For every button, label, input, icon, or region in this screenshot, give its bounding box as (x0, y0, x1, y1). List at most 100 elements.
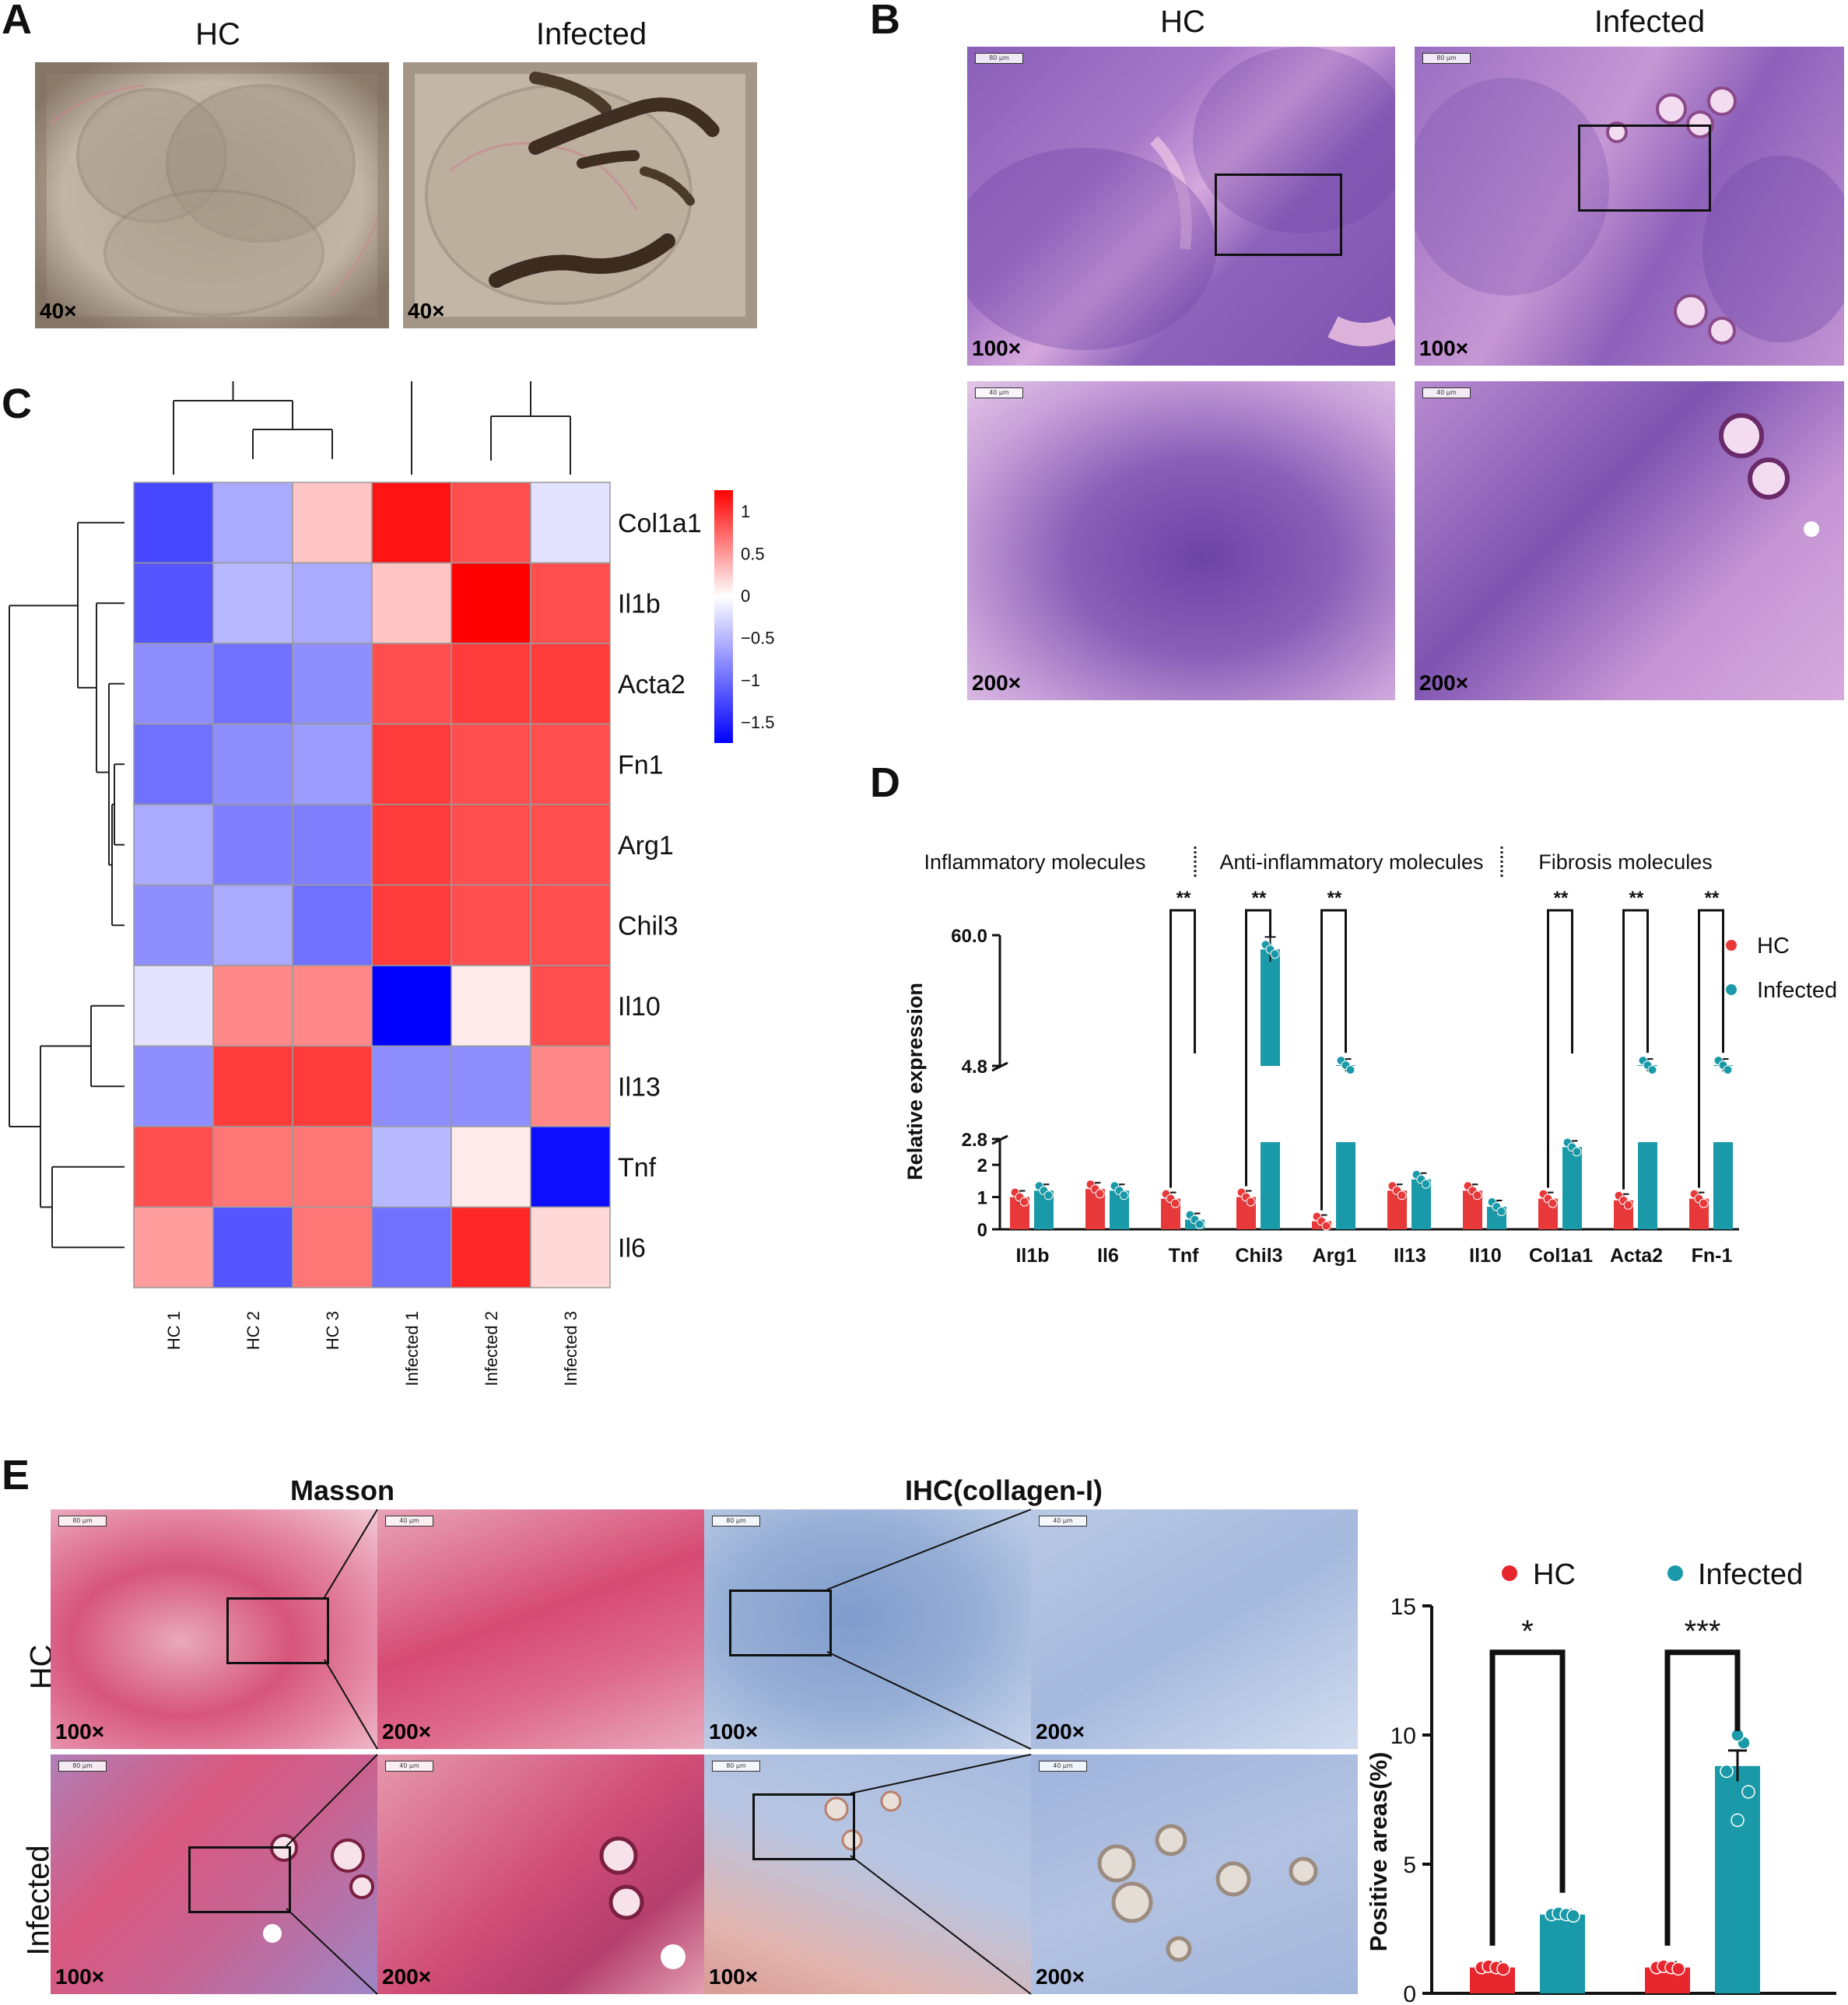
heatmap-column-label: Infected 3 (561, 1311, 580, 1386)
bar-infected (1261, 1142, 1280, 1229)
magnification-label: 100× (55, 1719, 105, 1744)
magnification-label: 40× (408, 299, 445, 323)
heatmap-cell (133, 1045, 214, 1127)
data-point (1019, 1197, 1029, 1207)
data-point (1246, 1197, 1256, 1207)
heatmap-column-label: HC 3 (323, 1311, 342, 1350)
heatmap-cell (451, 723, 531, 805)
y-tick-label: 2.8 (962, 1130, 987, 1151)
zoom-region-box (1578, 124, 1711, 212)
data-point (1720, 1764, 1734, 1779)
heatmap-cell (530, 643, 611, 725)
data-point (1548, 1198, 1558, 1208)
heatmap-cell (292, 1045, 373, 1127)
data-point (1731, 1813, 1745, 1828)
micrograph-a-hc-drawing (35, 62, 389, 328)
significance-label: ** (1252, 888, 1267, 909)
heatmap-cell (133, 482, 214, 564)
x-tick-label: Il6 (1097, 1245, 1119, 1267)
data-point (1566, 1909, 1580, 1923)
heatmap-cell (292, 1206, 373, 1288)
micrograph-b-hc-100x-texture (967, 47, 1395, 350)
heatmap-cell (451, 562, 531, 644)
data-point (1496, 1961, 1510, 1976)
heatmap-cell (371, 482, 452, 564)
magnification-label: 200× (972, 671, 1022, 695)
data-point (1170, 1198, 1180, 1208)
y-tick-label: 1 (977, 1188, 987, 1209)
significance-bracket (1489, 1649, 1566, 1946)
micrograph-b-hc-200x: 40 μm 200× (967, 381, 1395, 700)
legend-label-infected: Infected (1757, 978, 1837, 1003)
scale-bar: 80 μm (58, 1761, 107, 1772)
colorbar-tick-label: 0.5 (741, 544, 765, 563)
zoom-region-box (752, 1793, 855, 1860)
heatmap-chart: Col1a1 Il1b Acta2 Fn1 Arg1 Chil3 Il10 Il13 Tnf Il… (9, 381, 774, 1386)
panel-a-title-infected: Infected (535, 17, 647, 51)
micrograph-e-masson-infected-200x: 40 μm 200× (377, 1754, 704, 1994)
heatmap-cell (133, 804, 214, 886)
legend-marker-hc (1502, 1565, 1517, 1581)
significance-bracket (1169, 909, 1196, 1188)
heatmap-row-label: Arg1 (618, 831, 674, 861)
heatmap-row-label: Chil3 (618, 911, 678, 941)
scale-bar: 80 μm (1422, 53, 1471, 64)
magnification-label: 100× (1419, 336, 1469, 360)
magnification-label: 40× (40, 299, 77, 323)
heatmap-cell (133, 723, 214, 805)
colorbar-tick-label: −1 (741, 671, 760, 690)
zoom-region-box (188, 1846, 291, 1913)
heatmap-cell (133, 1206, 214, 1288)
y-axis-label: Positive areas(%) (1369, 1752, 1392, 1952)
heatmap-cell (133, 643, 214, 725)
legend-marker-hc (1726, 940, 1737, 951)
heatmap-cell (530, 965, 611, 1047)
y-tick-label: 10 (1390, 1723, 1416, 1749)
micrograph-a-hc: 40× (35, 62, 389, 328)
x-tick-label: Fn-1 (1692, 1245, 1733, 1267)
heatmap-cell (292, 1126, 373, 1208)
heatmap-cell (530, 1045, 611, 1127)
micrograph-a-infected-drawing (403, 62, 757, 328)
heatmap-cell (371, 1045, 452, 1127)
significance-label: ** (1705, 888, 1720, 909)
legend-marker-infected (1726, 984, 1737, 995)
heatmap-cell (451, 884, 531, 966)
heatmap-cell (212, 804, 293, 886)
scale-bar: 40 μm (1039, 1516, 1087, 1527)
zoom-region-box (729, 1590, 832, 1656)
heatmap-cell (212, 643, 293, 725)
micrograph-e-masson-hc-100x: 80 μm 100× (51, 1509, 377, 1749)
heatmap-cell (530, 804, 611, 886)
heatmap-cell (451, 804, 531, 886)
heatmap-cell (212, 723, 293, 805)
heatmap-cell (133, 562, 214, 644)
heatmap-column-label: HC 2 (244, 1311, 263, 1350)
micrograph-e-masson-infected-200x-texture (599, 1836, 686, 1969)
heatmap-cell (451, 1045, 531, 1127)
data-point (1194, 1219, 1205, 1229)
data-point (1496, 1207, 1506, 1216)
heatmap-column-label: Infected 1 (402, 1311, 422, 1386)
significance-bracket (1664, 1649, 1741, 1946)
significance-label: ** (1176, 888, 1191, 909)
data-point (1119, 1190, 1129, 1201)
scale-bar: 80 μm (58, 1516, 107, 1527)
heatmap-cell (530, 562, 611, 644)
heatmap-cell (292, 804, 373, 886)
significance-bracket (1622, 909, 1649, 1190)
data-point (1095, 1189, 1105, 1199)
panel-label-b: B (870, 0, 900, 43)
heatmap-cell (212, 884, 293, 966)
heatmap-cell (212, 1045, 293, 1127)
scale-bar: 40 μm (385, 1761, 433, 1772)
legend-label-hc: HC (1533, 1558, 1576, 1591)
scale-bar: 40 μm (1422, 387, 1471, 398)
heatmap-cell (371, 965, 452, 1047)
magnification-label: 200× (1036, 1965, 1085, 1989)
data-point (1397, 1190, 1407, 1201)
micrograph-b-hc-100x: 80 μm 100× (967, 47, 1395, 366)
heatmap-cell (371, 723, 452, 805)
significance-bracket (1698, 909, 1724, 1188)
